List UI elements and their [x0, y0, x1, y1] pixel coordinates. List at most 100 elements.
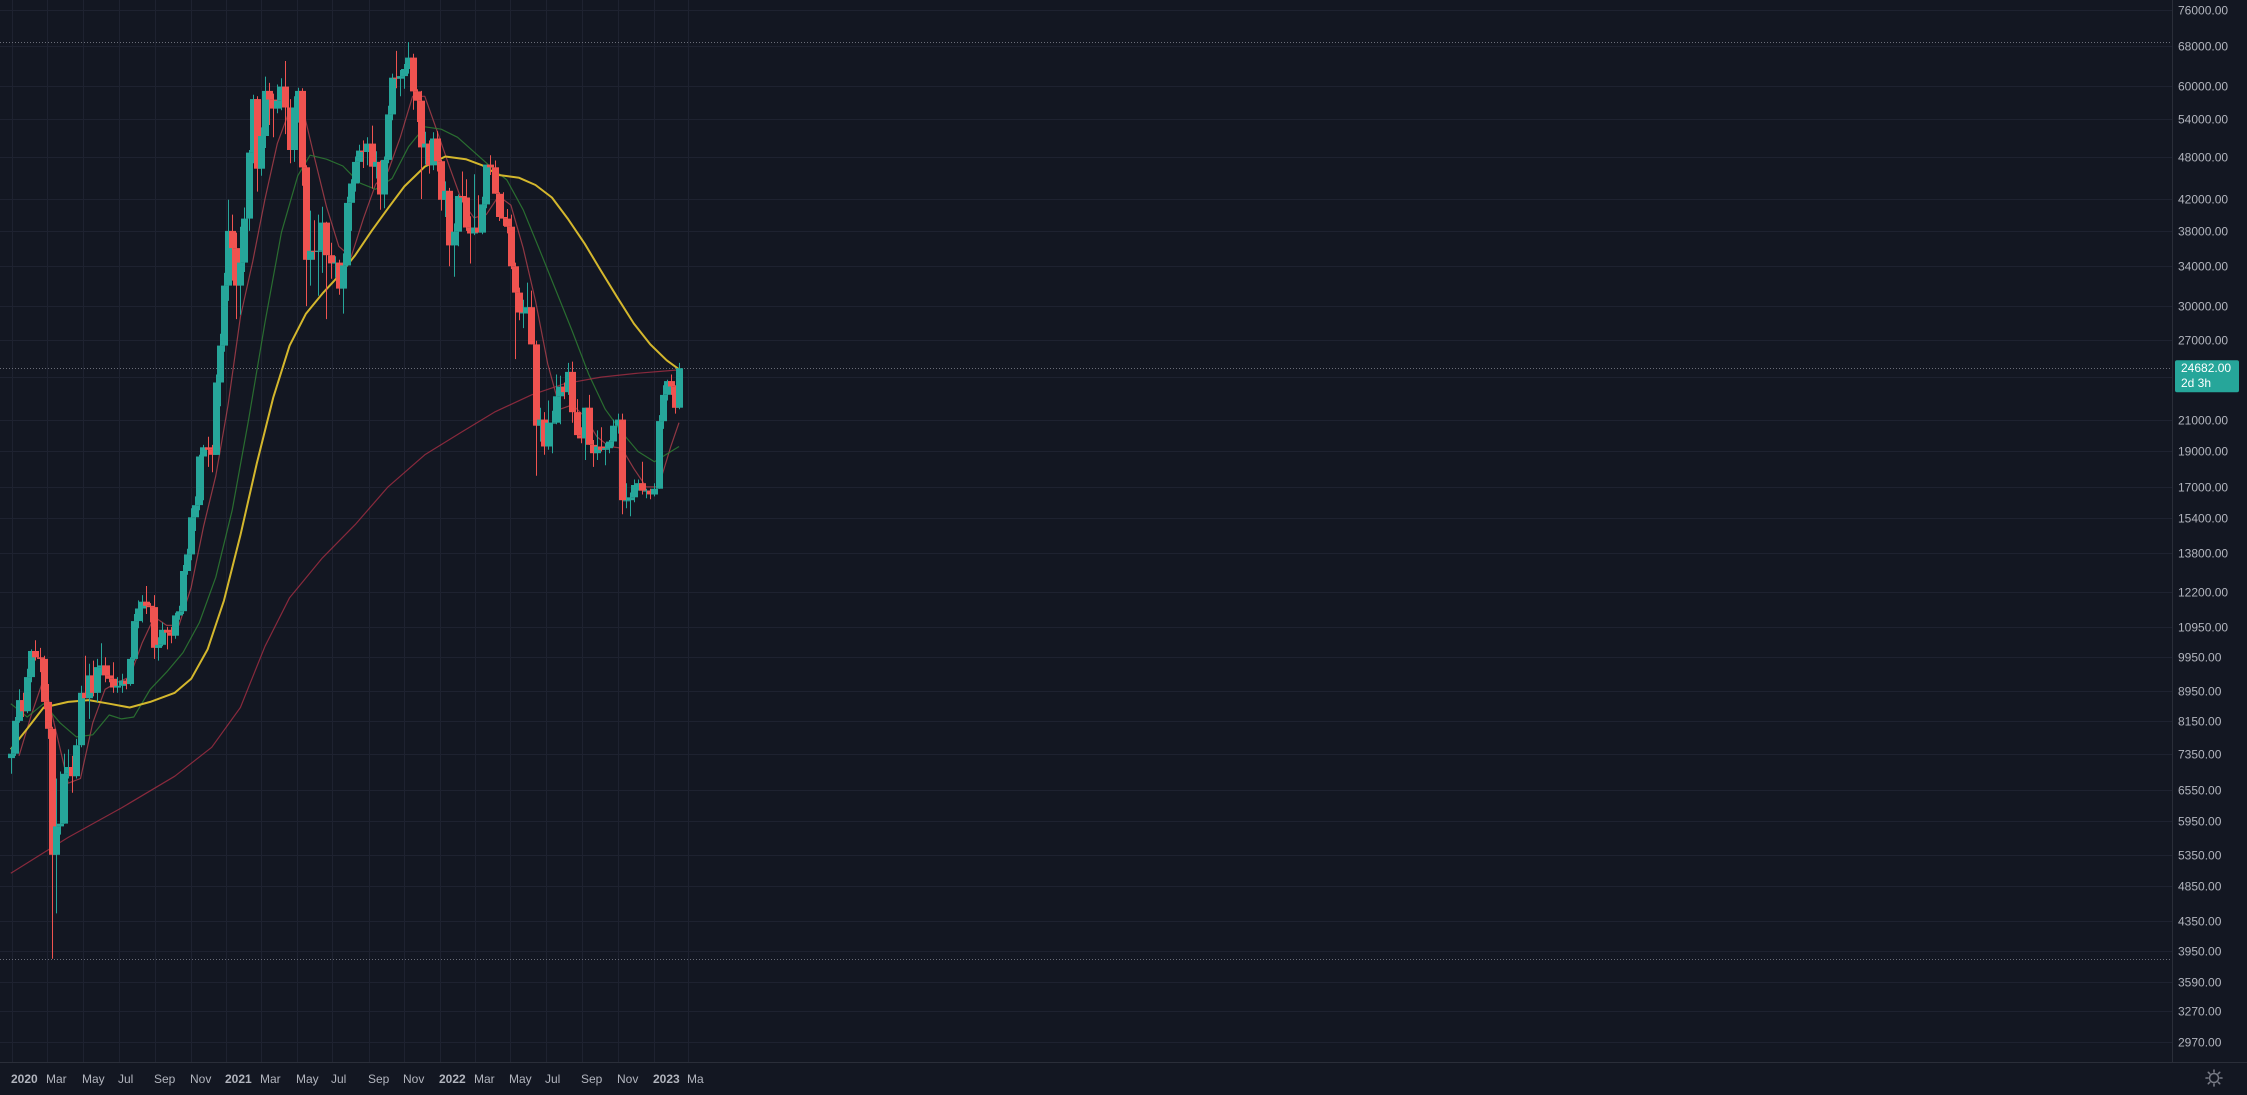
- candle[interactable]: [545, 400, 552, 450]
- candle[interactable]: [360, 140, 367, 168]
- candle[interactable]: [610, 419, 617, 447]
- candle[interactable]: [303, 165, 310, 307]
- candle[interactable]: [151, 595, 158, 659]
- candle[interactable]: [594, 430, 601, 460]
- candle[interactable]: [61, 753, 68, 824]
- candle[interactable]: [147, 603, 154, 623]
- candle[interactable]: [496, 192, 503, 221]
- candle[interactable]: [86, 663, 93, 719]
- candle[interactable]: [340, 253, 347, 314]
- candle[interactable]: [664, 379, 671, 401]
- candle[interactable]: [479, 196, 486, 235]
- candle[interactable]: [131, 614, 138, 661]
- candle[interactable]: [668, 374, 675, 395]
- candle[interactable]: [565, 362, 572, 395]
- candle[interactable]: [537, 407, 544, 442]
- candle[interactable]: [492, 160, 499, 194]
- candle[interactable]: [508, 214, 515, 270]
- candle[interactable]: [487, 155, 494, 175]
- candle[interactable]: [549, 410, 556, 454]
- candle[interactable]: [405, 42, 412, 74]
- candle[interactable]: [262, 76, 269, 148]
- candle[interactable]: [12, 717, 19, 756]
- candle[interactable]: [676, 362, 683, 410]
- candle[interactable]: [143, 586, 150, 614]
- candle[interactable]: [135, 600, 142, 629]
- candle[interactable]: [8, 747, 15, 774]
- candle[interactable]: [455, 194, 462, 247]
- candle[interactable]: [438, 159, 445, 211]
- candle[interactable]: [295, 87, 302, 123]
- candle[interactable]: [78, 685, 85, 748]
- candle[interactable]: [176, 605, 183, 620]
- candle[interactable]: [221, 272, 228, 352]
- candle[interactable]: [45, 684, 52, 739]
- candle[interactable]: [528, 290, 535, 345]
- candle[interactable]: [369, 125, 376, 189]
- candle[interactable]: [315, 214, 322, 296]
- candle[interactable]: [656, 415, 663, 489]
- candle[interactable]: [270, 93, 277, 138]
- candle[interactable]: [20, 692, 27, 717]
- candle[interactable]: [557, 375, 564, 425]
- candle[interactable]: [49, 726, 56, 959]
- candle[interactable]: [373, 151, 380, 179]
- candle[interactable]: [364, 137, 371, 166]
- candle[interactable]: [217, 333, 224, 407]
- candle[interactable]: [139, 595, 146, 623]
- candle[interactable]: [459, 171, 466, 203]
- candle[interactable]: [647, 488, 654, 500]
- candle[interactable]: [598, 427, 605, 452]
- candle[interactable]: [393, 50, 400, 89]
- candle[interactable]: [471, 174, 478, 236]
- time-axis[interactable]: 2020 Mar May Jul Sep Nov 2021 Mar May Jul Sep Nov 20…: [11, 1072, 704, 1086]
- candle[interactable]: [385, 105, 392, 164]
- candle[interactable]: [606, 440, 613, 454]
- candle[interactable]: [615, 413, 622, 434]
- candle[interactable]: [291, 96, 298, 162]
- candle[interactable]: [127, 657, 134, 686]
- candle[interactable]: [504, 209, 511, 234]
- candle[interactable]: [229, 214, 236, 281]
- candle[interactable]: [500, 192, 507, 226]
- candle[interactable]: [541, 412, 548, 455]
- candle[interactable]: [377, 160, 384, 210]
- candle[interactable]: [299, 88, 306, 186]
- candle[interactable]: [323, 221, 330, 320]
- candle[interactable]: [467, 216, 474, 264]
- candle[interactable]: [254, 96, 261, 192]
- candle[interactable]: [192, 496, 199, 531]
- candles[interactable]: [8, 42, 683, 959]
- candle[interactable]: [172, 612, 179, 639]
- candle[interactable]: [225, 199, 232, 301]
- candle[interactable]: [586, 394, 593, 445]
- candle[interactable]: [524, 282, 531, 314]
- candle[interactable]: [336, 259, 343, 295]
- candle[interactable]: [397, 70, 404, 97]
- candle[interactable]: [106, 665, 113, 683]
- candle[interactable]: [57, 771, 64, 835]
- candle[interactable]: [110, 662, 117, 693]
- candle[interactable]: [282, 61, 289, 135]
- candle[interactable]: [418, 90, 425, 199]
- candle[interactable]: [463, 179, 470, 231]
- candle[interactable]: [651, 483, 658, 497]
- candle[interactable]: [98, 643, 105, 676]
- candle[interactable]: [24, 668, 31, 714]
- price-axis[interactable]: 76000.00 68000.00 60000.00 54000.00 48000.00…: [2178, 4, 2228, 1050]
- candle[interactable]: [389, 73, 396, 121]
- candle[interactable]: [451, 223, 458, 277]
- candle[interactable]: [307, 210, 314, 286]
- candle[interactable]: [41, 655, 48, 710]
- settings-gear-icon[interactable]: [2205, 1069, 2223, 1087]
- candle[interactable]: [639, 461, 646, 495]
- candle[interactable]: [213, 374, 220, 455]
- candle[interactable]: [32, 640, 39, 661]
- candle[interactable]: [102, 657, 109, 683]
- candle[interactable]: [582, 407, 589, 460]
- candle[interactable]: [553, 374, 560, 425]
- candle[interactable]: [410, 53, 417, 110]
- candle[interactable]: [401, 64, 408, 89]
- candle[interactable]: [578, 427, 585, 444]
- candle[interactable]: [442, 181, 449, 217]
